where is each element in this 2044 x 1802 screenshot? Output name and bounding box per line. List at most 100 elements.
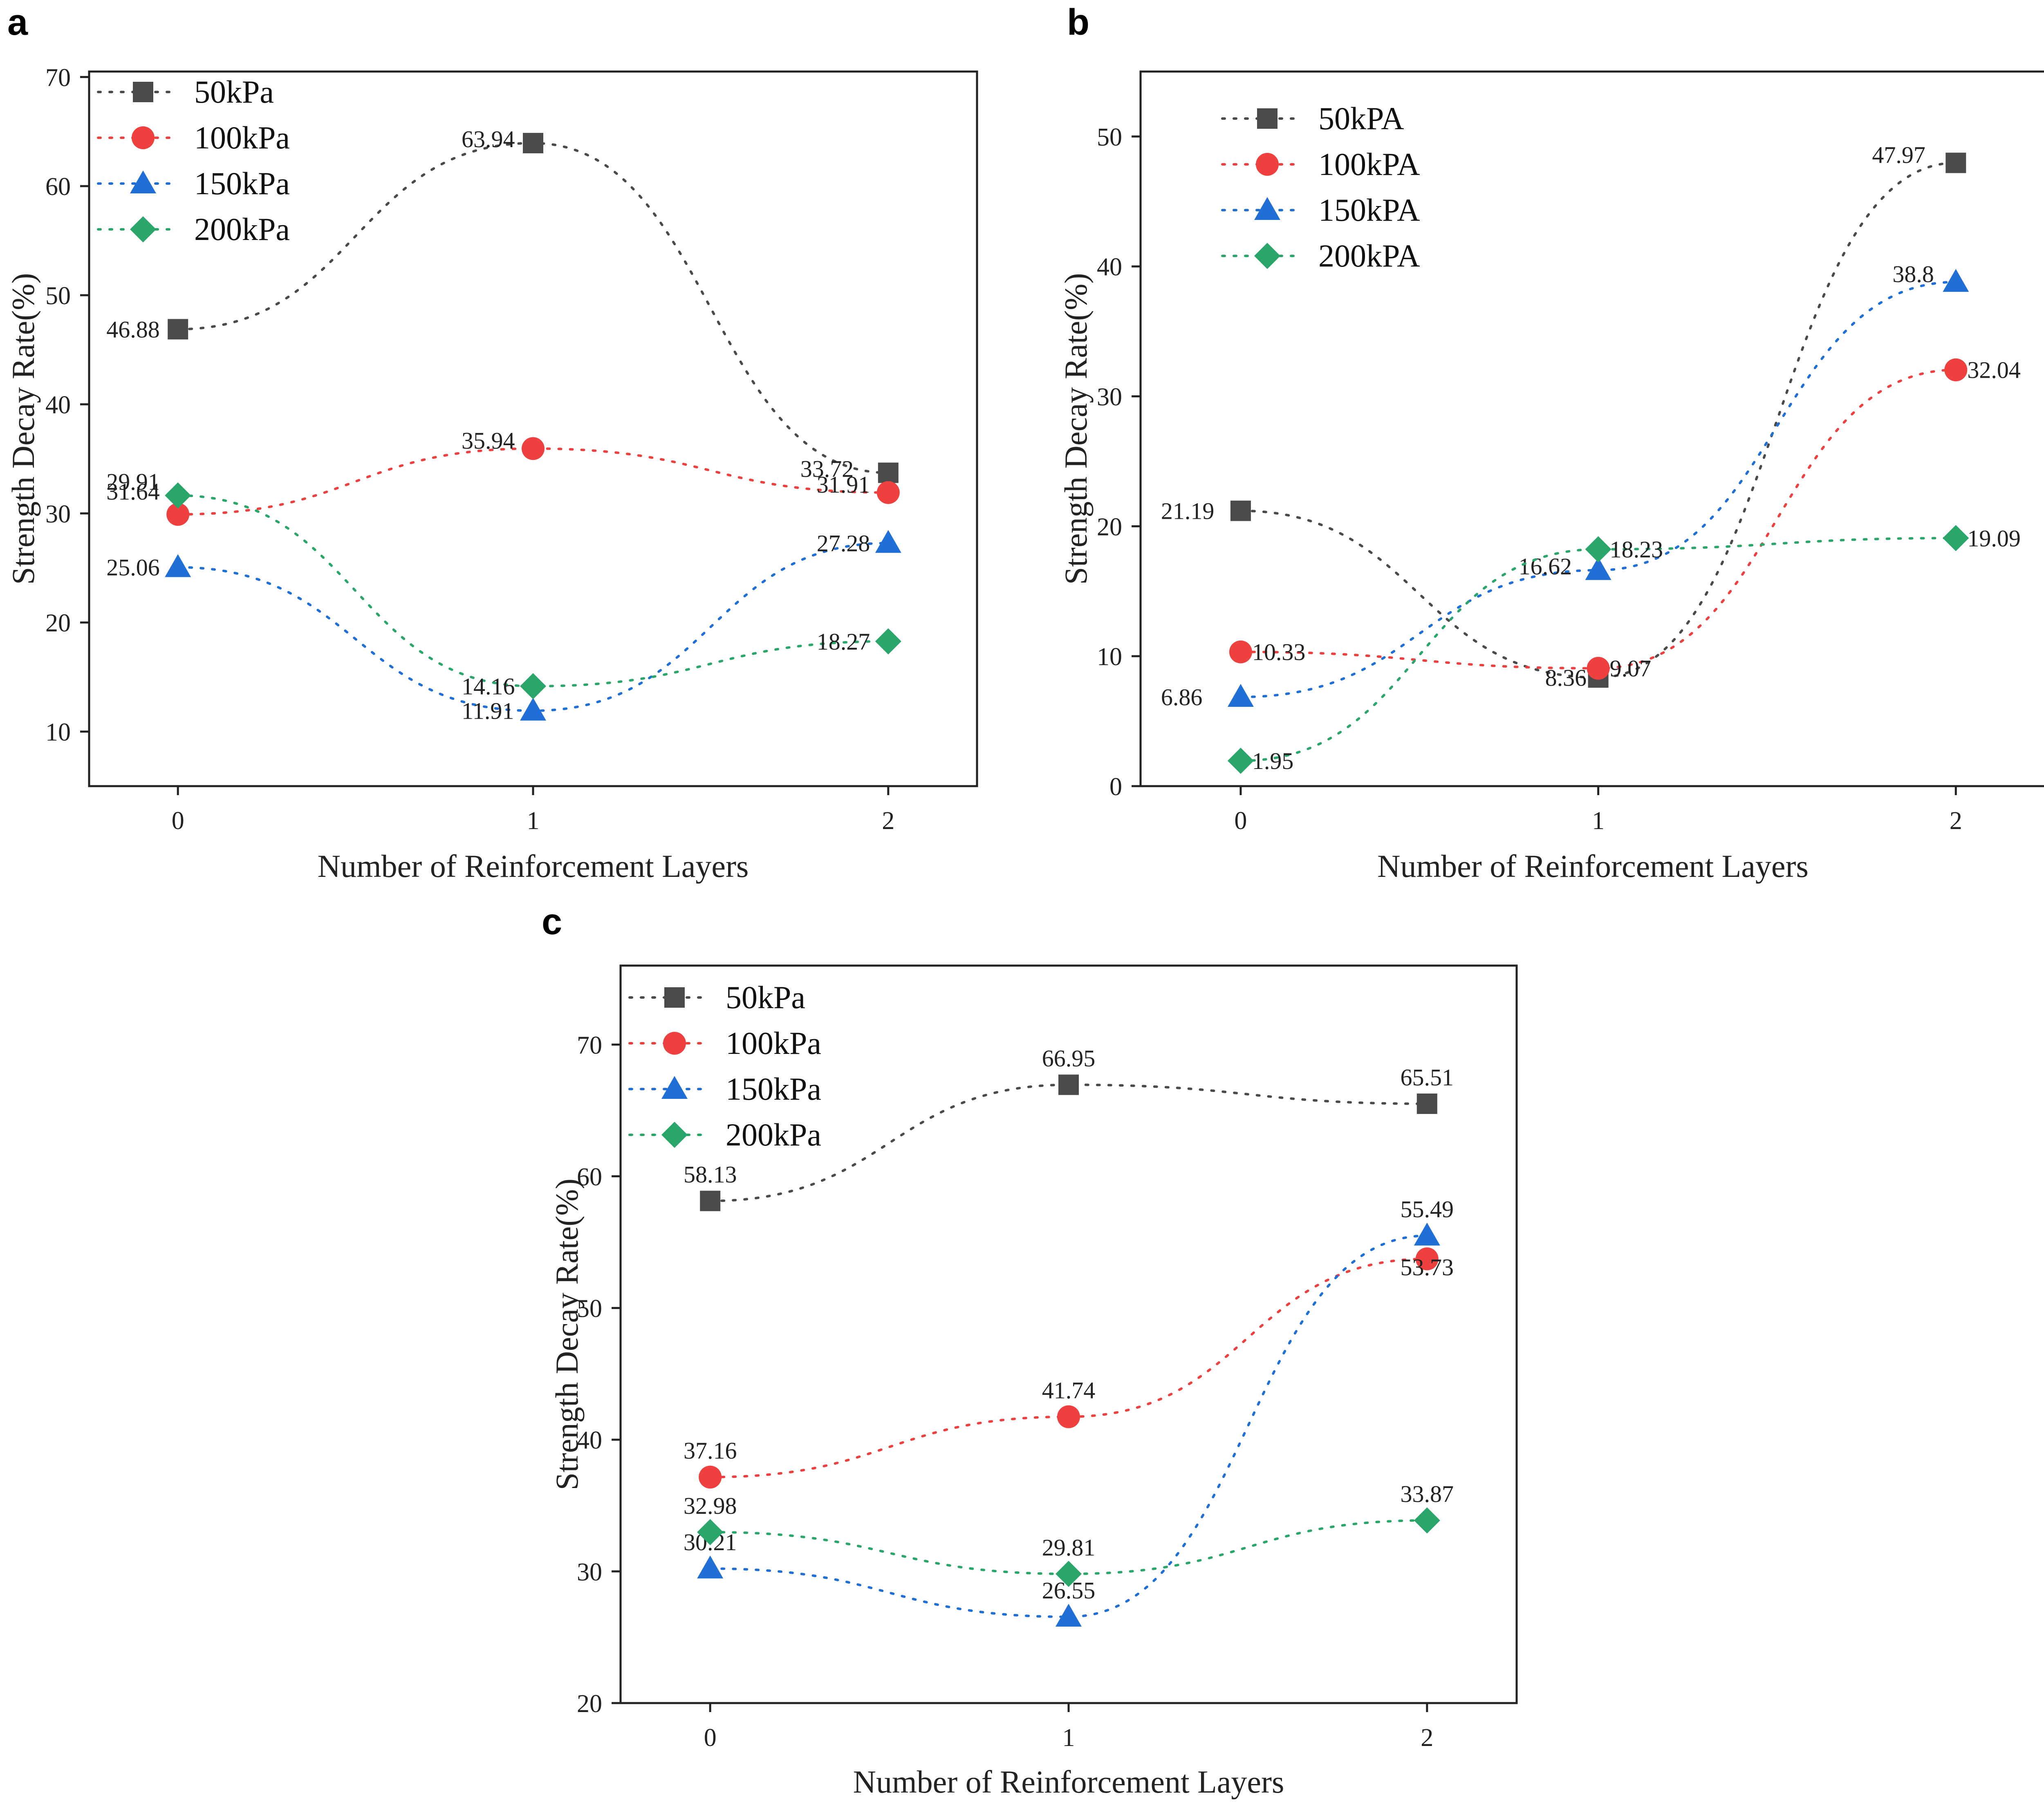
data-point-100kPa [166,503,190,526]
legend-marker-100kPa [663,1032,686,1055]
data-point-50kPa [878,462,899,483]
y-tick-label: 30 [45,500,71,528]
x-tick-label: 0 [1234,807,1247,835]
data-point-100kPA [1587,657,1610,680]
data-point-200kPa [520,673,546,699]
legend-label: 50kPA [1318,101,1404,136]
panel-a: a 0 1 2 10 20 30 40 50 60 70 Number of Reinforcemen… [5,2,978,884]
series-line-200kPa [709,1519,1428,1575]
y-axis-title: Strength Decay Rate(%) [1058,273,1094,585]
data-point-100kPA [1944,358,1968,381]
y-tick-label: 50 [577,1295,602,1323]
legend-label: 200kPA [1318,238,1420,273]
data-label: 31.64 [106,478,160,505]
data-label: 41.74 [1042,1377,1096,1404]
x-tick-label: 1 [527,807,540,835]
y-tick-label: 20 [577,1690,602,1718]
x-tick-label: 0 [704,1724,717,1752]
y-tick-label: 50 [45,282,71,310]
series-line-100kPA [1239,368,1957,670]
data-label: 53.73 [1401,1254,1454,1280]
data-label: 29.81 [1042,1534,1096,1561]
legend-label: 150kPa [194,166,290,201]
data-label: 32.04 [1967,357,2021,383]
data-label: 32.98 [684,1493,737,1519]
data-label: 55.49 [1401,1196,1454,1223]
panel-c: c 0 1 2 20 30 40 50 60 70 Number of Reinforcement … [542,901,1518,1800]
legend-label: 100kPA [1318,146,1420,182]
data-point-150kPa [1414,1222,1440,1246]
series-line-50kPa [709,1083,1428,1202]
panel-letter: a [7,2,28,43]
legend-marker-100kPA [1256,153,1279,176]
y-tick-label: 30 [577,1558,602,1586]
x-tick-label: 2 [882,807,894,835]
y-tick-label: 30 [1097,383,1122,411]
data-point-200kPa [165,482,191,509]
y-tick-label: 40 [577,1427,602,1455]
data-label: 18.27 [817,628,870,655]
y-tick-label: 70 [577,1031,602,1059]
y-tick-label: 10 [45,719,71,746]
data-point-100kPa [522,437,545,460]
data-point-50kPA [1230,500,1251,521]
data-point-50kPa [700,1190,721,1211]
data-point-50kPa [168,319,188,340]
data-point-100kPa [1057,1405,1080,1428]
data-label: 14.16 [462,673,515,700]
data-label: 11.91 [462,698,514,724]
series-line-100kPa [177,447,890,516]
legend-marker-50kPA [1257,108,1278,129]
legend-marker-100kPa [132,126,155,149]
legend-marker-150kPa [661,1076,688,1099]
data-label: 29.91 [106,468,160,495]
data-label: 18.23 [1610,536,1663,563]
y-tick-label: 40 [45,391,71,419]
y-tick-label: 0 [1109,773,1122,801]
data-point-100kPa [876,481,900,504]
data-point-50kPa [1416,1093,1437,1114]
x-axis-title: Number of Reinforcement Layers [853,1764,1284,1800]
data-label: 37.16 [684,1437,737,1464]
legend-label: 100kPa [726,1025,821,1061]
legend-label: 150kPA [1318,192,1420,228]
data-point-150kPa [875,530,901,553]
legend-label: 100kPa [194,120,290,155]
data-point-200kPA [1585,536,1611,563]
data-point-50kPa [523,133,543,154]
data-point-150kPa [1056,1603,1082,1627]
data-label: 1.95 [1252,748,1294,774]
data-label: 9.07 [1610,655,1652,682]
data-point-100kPa [699,1466,722,1489]
data-label: 35.94 [462,427,515,454]
legend-marker-50kPa [664,987,685,1008]
legend-marker-200kPa [130,216,156,242]
y-tick-label: 50 [1097,123,1122,151]
panel-letter: b [1067,2,1089,43]
y-axis-title: Strength Decay Rate(%) [5,273,41,585]
data-point-200kPa [1056,1560,1082,1587]
data-label: 47.97 [1872,141,1925,168]
data-label: 38.8 [1892,261,1934,287]
data-label: 65.51 [1401,1064,1454,1091]
plot-frame [1139,70,2044,787]
data-point-100kPA [1229,640,1252,663]
y-tick-label: 20 [1097,513,1122,541]
x-tick-label: 2 [1421,1724,1433,1752]
legend-marker-150kPa [130,170,156,193]
legend-label: 200kPa [194,211,290,247]
x-axis-title: Number of Reinforcement Layers [318,848,749,884]
x-tick-label: 1 [1592,807,1605,835]
y-tick-label: 70 [45,64,71,92]
series-line-150kPa [709,1234,1428,1618]
data-label: 46.88 [106,316,160,343]
data-point-150kPa [165,554,191,577]
legend-label: 200kPa [726,1117,821,1152]
data-point-50kPA [1945,152,1966,173]
y-tick-label: 10 [1097,643,1122,671]
data-point-200kPA [1227,748,1254,774]
legend-label: 50kPa [726,979,805,1015]
data-label: 58.13 [684,1161,737,1188]
